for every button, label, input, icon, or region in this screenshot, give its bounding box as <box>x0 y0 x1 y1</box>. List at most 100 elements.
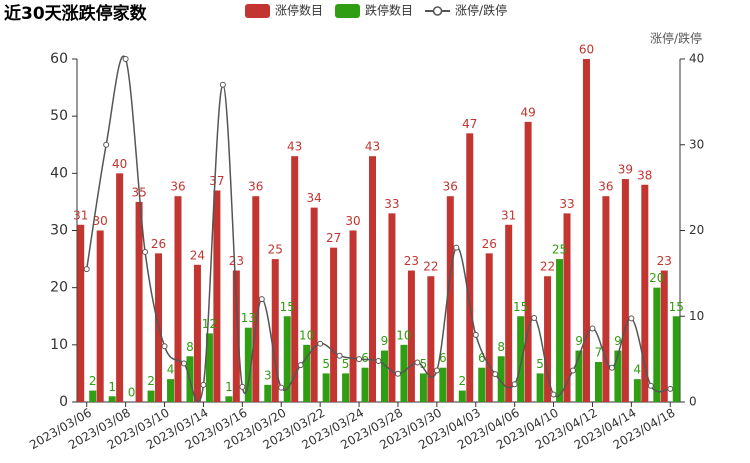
ratio-point <box>472 331 479 338</box>
bar <box>419 373 427 402</box>
bar <box>303 344 311 402</box>
bar-value-label: 60 <box>579 43 594 57</box>
bar-value-label: 9 <box>614 334 622 348</box>
bar <box>544 276 552 402</box>
bar-value-label: 9 <box>381 334 389 348</box>
bar-value-label: 5 <box>536 357 544 371</box>
y2-tick-label: 0 <box>689 395 697 409</box>
legend-swatch <box>335 4 361 18</box>
bar-value-label: 5 <box>342 357 350 371</box>
bar <box>478 367 486 402</box>
bar <box>264 384 272 402</box>
bar-value-label: 34 <box>307 191 322 205</box>
bar-value-label: 7 <box>595 345 603 359</box>
bar-value-label: 4 <box>634 363 642 377</box>
bar <box>349 230 357 402</box>
bar <box>594 361 602 402</box>
bar <box>641 184 649 402</box>
bar <box>96 230 104 402</box>
ratio-point <box>297 362 304 369</box>
legend-label: 跌停数目 <box>365 3 413 18</box>
bar-value-label: 12 <box>202 317 217 331</box>
bar <box>660 270 668 402</box>
ratio-point <box>570 367 577 374</box>
bar <box>439 367 447 402</box>
y-tick-label: 0 <box>59 394 68 410</box>
bar <box>116 173 124 402</box>
bar-value-label: 36 <box>598 180 613 194</box>
bar-value-label: 22 <box>423 260 438 274</box>
bar <box>563 213 571 402</box>
bar <box>244 327 252 402</box>
ratio-point <box>550 391 557 398</box>
bar <box>582 59 590 402</box>
bar <box>271 259 279 402</box>
bar-value-label: 25 <box>268 243 283 257</box>
bar <box>361 367 369 402</box>
bar <box>400 344 408 402</box>
ratio-point <box>453 244 460 251</box>
ratio-point <box>628 315 635 322</box>
bar <box>446 196 454 402</box>
bar-value-label: 49 <box>520 105 535 119</box>
bar <box>77 224 85 402</box>
y-tick-label: 60 <box>50 51 68 67</box>
ratio-point <box>200 381 207 388</box>
bar-value-label: 6 <box>478 351 486 365</box>
bar-value-label: 15 <box>669 300 684 314</box>
bar-value-label: 4 <box>167 363 175 377</box>
bar-value-label: 36 <box>170 180 185 194</box>
ratio-line <box>85 55 671 403</box>
ratio-point <box>608 364 615 371</box>
bar-value-label: 8 <box>186 340 194 354</box>
bar-value-label: 6 <box>361 351 369 365</box>
bar-value-label: 5 <box>322 357 330 371</box>
ratio-point <box>511 381 518 388</box>
bar <box>672 316 680 402</box>
bar-value-label: 33 <box>384 197 399 211</box>
bar <box>517 316 525 402</box>
bar-value-label: 3 <box>264 368 272 382</box>
bar-value-label: 8 <box>497 340 505 354</box>
bar <box>213 190 221 402</box>
y-tick-label: 20 <box>50 280 68 296</box>
bar <box>458 390 466 402</box>
bar <box>556 259 564 402</box>
ratio-point <box>492 371 499 378</box>
bar-value-label: 40 <box>112 157 127 171</box>
bar-value-label: 22 <box>540 260 555 274</box>
ratio-point <box>161 343 168 350</box>
y2-tick-label: 40 <box>689 52 704 66</box>
bar <box>497 356 505 402</box>
bar-value-label: 39 <box>618 163 633 177</box>
y-tick-label: 50 <box>50 108 68 124</box>
ratio-point <box>219 81 226 88</box>
bar <box>330 247 338 402</box>
bar <box>193 264 201 402</box>
bar <box>108 396 116 402</box>
bar <box>602 196 610 402</box>
ratio-point <box>394 370 401 377</box>
bar-value-label: 0 <box>128 386 136 400</box>
bar <box>322 373 330 402</box>
bar <box>135 201 143 402</box>
bar <box>653 287 661 402</box>
bar <box>466 133 474 403</box>
ratio-point <box>356 356 363 363</box>
bar-value-label: 9 <box>575 334 583 348</box>
bar-value-label: 10 <box>396 328 411 342</box>
bar-value-label: 2 <box>458 374 466 388</box>
bar-value-label: 23 <box>657 254 672 268</box>
bar <box>388 213 396 402</box>
bar <box>232 270 240 402</box>
bar <box>225 396 233 402</box>
bar <box>407 270 415 402</box>
y2-tick-label: 10 <box>689 309 704 323</box>
bar-value-label: 15 <box>280 300 295 314</box>
legend-swatch <box>245 4 270 18</box>
bar <box>536 373 544 402</box>
bar-value-label: 36 <box>248 180 263 194</box>
bar-value-label: 26 <box>151 237 166 251</box>
y-tick-label: 10 <box>50 337 68 353</box>
